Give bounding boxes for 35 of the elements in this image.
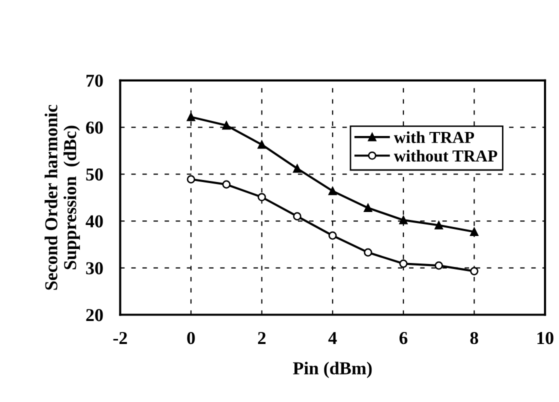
- x-tick-label: 2: [258, 332, 266, 344]
- y-axis-title: Second Order harmonic Suppression (dBc): [44, 104, 80, 290]
- y-tick-label: 30: [86, 262, 103, 274]
- y-tick-label: 60: [86, 122, 103, 134]
- point: [258, 192, 266, 202]
- x-tick-label: -2: [113, 332, 127, 344]
- point: [293, 212, 302, 220]
- point: [293, 164, 302, 173]
- point: [470, 267, 478, 276]
- point: [328, 231, 337, 240]
- point: [186, 112, 196, 122]
- point: [328, 186, 337, 196]
- point: [364, 204, 372, 212]
- point: [186, 175, 196, 184]
- point: [222, 180, 231, 189]
- y-tick-label: 50: [86, 168, 103, 181]
- x-tick-label: 6: [400, 332, 408, 344]
- legend-label: without TRAP: [394, 150, 498, 162]
- x-tick-label: 8: [470, 332, 478, 344]
- point: [434, 221, 443, 230]
- point: [364, 248, 372, 257]
- x-axis-title: Pin (dBm): [293, 362, 372, 378]
- x-tick-label: 0: [187, 332, 195, 344]
- point: [399, 216, 408, 224]
- point: [258, 140, 266, 149]
- y-tick-label: 40: [86, 215, 103, 228]
- point: [434, 261, 443, 270]
- point: [222, 121, 231, 130]
- y-tick-label: 70: [86, 74, 103, 87]
- x-tick-label: 4: [328, 332, 337, 344]
- x-tick-label: 10: [537, 332, 554, 344]
- point: [470, 228, 478, 236]
- y-tick-label: 20: [86, 309, 103, 322]
- legend-label: with TRAP: [394, 131, 474, 144]
- point: [399, 260, 408, 268]
